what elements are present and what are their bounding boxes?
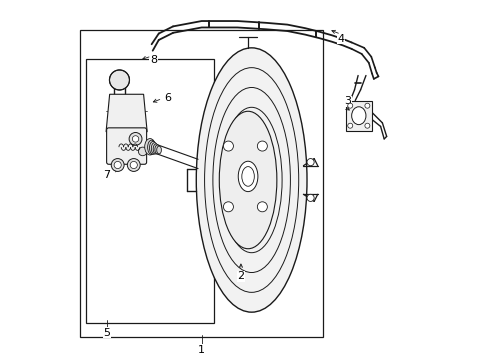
Circle shape [257, 202, 267, 212]
Circle shape [130, 161, 137, 168]
Ellipse shape [149, 141, 156, 154]
Bar [80, 30, 323, 337]
Circle shape [347, 103, 352, 108]
Circle shape [364, 123, 369, 128]
Text: 3: 3 [344, 96, 351, 107]
Circle shape [114, 161, 121, 168]
Text: 4: 4 [337, 34, 344, 44]
Text: 7: 7 [103, 170, 110, 180]
Ellipse shape [242, 167, 254, 186]
Text: 1: 1 [198, 345, 204, 355]
Ellipse shape [157, 146, 161, 154]
Bar [345, 100, 371, 131]
Ellipse shape [147, 140, 155, 154]
Polygon shape [106, 94, 147, 132]
Text: 8: 8 [149, 55, 157, 65]
Ellipse shape [351, 107, 365, 125]
Ellipse shape [219, 111, 276, 249]
Ellipse shape [151, 143, 158, 154]
Circle shape [223, 141, 233, 151]
Circle shape [347, 123, 352, 128]
Text: 6: 6 [164, 93, 171, 103]
Circle shape [257, 141, 267, 151]
Circle shape [306, 194, 313, 202]
Text: 2: 2 [237, 271, 244, 282]
Circle shape [306, 158, 313, 166]
FancyBboxPatch shape [106, 128, 146, 164]
Circle shape [132, 136, 139, 142]
Circle shape [129, 132, 142, 145]
Ellipse shape [144, 139, 155, 155]
Circle shape [364, 103, 369, 108]
Bar [85, 59, 214, 323]
Circle shape [111, 158, 124, 171]
Ellipse shape [153, 144, 159, 154]
Circle shape [127, 158, 140, 171]
Text: 5: 5 [103, 328, 110, 338]
Ellipse shape [155, 145, 160, 154]
Circle shape [109, 70, 129, 90]
Ellipse shape [238, 161, 257, 192]
Ellipse shape [196, 48, 306, 312]
Circle shape [223, 202, 233, 212]
Circle shape [138, 147, 147, 156]
